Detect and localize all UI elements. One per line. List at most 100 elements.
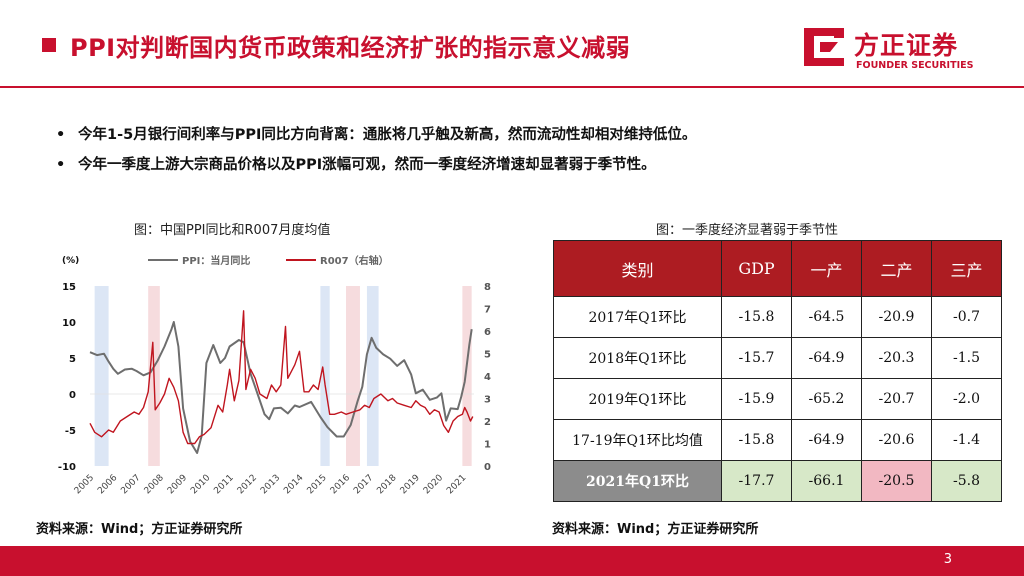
shaded-period [346,286,360,466]
shaded-period [366,286,379,466]
bullet-dot-icon: • [56,157,66,173]
table-caption: 图：一季度经济显著弱于季节性 [656,223,839,238]
table-cell: -5.8 [931,460,1002,502]
x-axis-tick: 2013 [259,473,282,496]
x-axis-tick: 2008 [143,473,166,496]
left-axis-tick: 5 [69,354,76,365]
bullet-text: 今年1-5月银行间利率与PPI同比方向背离：通胀将几乎触及新高，然而流动性却相对… [78,127,697,143]
right-axis-tick: 4 [484,372,491,383]
header-cell: 类别 [553,240,722,297]
table-cell: -64.9 [791,419,862,461]
logo-text-cn: 方正证券 [854,31,959,60]
y-unit-label: (%) [62,256,79,266]
row-label: 2021年Q1环比 [553,460,722,502]
row-label: 2019年Q1环比 [553,378,722,420]
table-cell: -20.9 [861,296,932,338]
footer-bar [0,546,1024,576]
title-divider [0,86,1024,88]
shaded-period [94,286,109,466]
logo-text-en: FOUNDER SECURITIES [856,60,974,71]
legend-label-r007: R007（右轴） [320,254,389,267]
row-label: 2017年Q1环比 [553,296,722,338]
legend-label-ppi: PPI：当月同比 [182,254,250,267]
x-axis-tick: 2012 [236,473,259,496]
bullet-item: • 今年一季度上游大宗商品价格以及PPI涨幅可观，然而一季度经济增速却显著弱于季… [56,150,956,180]
right-axis-tick: 0 [484,462,491,473]
table-row: 2019年Q1环比 -15.9 -65.2 -20.7 -2.0 [553,378,1002,420]
table-row: 2018年Q1环比 -15.7 -64.9 -20.3 -1.5 [553,337,1002,379]
header-cell: 二产 [861,240,932,297]
shaded-period [462,286,472,466]
logo-mark-icon [804,28,844,66]
row-label: 2018年Q1环比 [553,337,722,379]
x-axis-tick: 2014 [282,473,305,496]
x-axis-tick: 2021 [445,473,468,496]
left-axis-tick: -5 [65,426,76,437]
table-header-row: 类别 GDP 一产 二产 三产 [553,240,1002,297]
left-axis-tick: 0 [69,390,76,401]
right-axis-tick: 2 [484,417,491,428]
table-cell: -65.2 [791,378,862,420]
x-axis-tick: 2007 [119,473,142,496]
company-logo: 方正证券 FOUNDER SECURITIES [804,22,984,74]
x-axis-tick: 2006 [96,473,119,496]
right-axis-tick: 5 [484,350,491,361]
table-cell: -64.5 [791,296,862,338]
table-cell: -20.3 [861,337,932,379]
shaded-period [320,286,330,466]
chart-caption: 图：中国PPI同比和R007月度均值 [134,223,331,238]
right-axis-tick: 3 [484,395,491,406]
table-cell: -17.7 [721,460,792,502]
table-cell: -64.9 [791,337,862,379]
header-cell: 一产 [791,240,862,297]
table-cell: -2.0 [931,378,1002,420]
page-title: PPI对判断国内货币政策和经济扩张的指示意义减弱 [70,34,631,62]
right-axis-tick: 1 [484,440,491,451]
table-cell: -15.8 [721,296,792,338]
left-axis-tick: 10 [62,318,76,329]
right-axis-tick: 7 [484,305,491,316]
table-row: 17-19年Q1环比均值 -15.8 -64.9 -20.6 -1.4 [553,419,1002,461]
right-axis-tick: 6 [484,327,491,338]
table-cell: -15.7 [721,337,792,379]
header-cell: GDP [721,240,792,297]
x-axis-tick: 2010 [189,473,212,496]
page-number: 3 [943,552,952,567]
table-cell: -20.7 [861,378,932,420]
table-cell: -0.7 [931,296,1002,338]
right-axis-tick: 8 [484,282,491,293]
x-axis-tick: 2018 [375,473,398,496]
table-source: 资料来源：Wind；方正证券研究所 [552,522,759,537]
table-cell: -66.1 [791,460,862,502]
q1-growth-table: 类别 GDP 一产 二产 三产 2017年Q1环比 -15.8 -64.5 -2… [553,240,1002,502]
table-row-highlight: 2021年Q1环比 -17.7 -66.1 -20.5 -5.8 [553,460,1002,502]
x-axis-tick: 2016 [329,473,352,496]
table-cell: -20.6 [861,419,932,461]
left-axis-tick: -10 [58,462,76,473]
bullet-item: • 今年1-5月银行间利率与PPI同比方向背离：通胀将几乎触及新高，然而流动性却… [56,120,956,150]
row-label: 17-19年Q1环比均值 [553,419,722,461]
x-axis-tick: 2011 [212,473,235,496]
r007-series-line [89,310,474,445]
table-row: 2017年Q1环比 -15.8 -64.5 -20.9 -0.7 [553,296,1002,338]
bullet-list: • 今年1-5月银行间利率与PPI同比方向背离：通胀将几乎触及新高，然而流动性却… [56,120,956,180]
x-axis-tick: 2020 [422,473,445,496]
x-axis-tick: 2005 [73,473,96,496]
x-axis-tick: 2017 [352,473,375,496]
table-cell: -1.4 [931,419,1002,461]
header-cell: 三产 [931,240,1002,297]
x-axis-tick: 2019 [399,473,422,496]
title-square-icon [42,38,56,52]
x-axis-tick: 2015 [306,473,329,496]
x-axis-tick: 2009 [166,473,189,496]
table-cell: -15.8 [721,419,792,461]
chart-source: 资料来源：Wind；方正证券研究所 [36,522,243,537]
left-axis-tick: 15 [62,282,76,293]
table-cell: -15.9 [721,378,792,420]
bullet-dot-icon: • [56,127,66,143]
table-cell: -20.5 [861,460,932,502]
ppi-series-line [89,321,473,454]
table-cell: -1.5 [931,337,1002,379]
bullet-text: 今年一季度上游大宗商品价格以及PPI涨幅可观，然而一季度经济增速却显著弱于季节性… [78,157,656,173]
